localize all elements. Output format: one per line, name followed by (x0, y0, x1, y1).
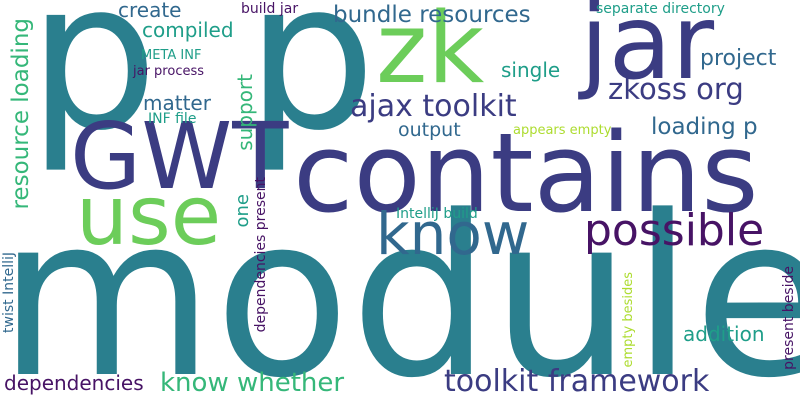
word-possible: possible (584, 205, 765, 256)
word-zk: zk (376, 0, 485, 106)
word-twist-intellij: twist IntelliJ (1, 252, 17, 333)
word-jar-process: jar process (133, 64, 205, 79)
word-support: support (233, 74, 257, 151)
word-meta-inf: META INF (141, 48, 202, 63)
word-dependencies: dependencies (4, 371, 144, 395)
word-zkoss-org: zkoss org (608, 72, 744, 106)
word-gwt: GWT (70, 103, 289, 210)
word-p-right: p (246, 0, 377, 176)
word-one: one (232, 194, 253, 228)
word-build-jar: build jar (241, 1, 299, 17)
word-empty-besides: empty besides (621, 272, 636, 368)
word-single: single (501, 58, 561, 82)
word-resource-loading: resource loading (8, 18, 34, 210)
word-compiled: compiled (142, 18, 234, 42)
word-ajax-toolkit: ajax toolkit (350, 89, 517, 124)
word-contains: contains (293, 109, 759, 237)
word-jar: jar (580, 0, 715, 103)
word-bundle-resources: bundle resources (333, 2, 531, 28)
word-know-whether: know whether (160, 368, 345, 398)
word-matter: matter (143, 91, 211, 115)
word-use: use (76, 169, 222, 264)
word-p-left: p (28, 0, 159, 176)
word-know: know (376, 200, 530, 268)
word-dependencies-present: dependencies present (253, 177, 269, 333)
word-intellij-build: IntelliJ build (396, 206, 478, 222)
word-loading-p: loading p (651, 114, 758, 140)
word-output: output (398, 119, 461, 141)
word-module: module (0, 169, 800, 400)
word-create: create (118, 0, 182, 22)
word-present-beside: present beside (781, 266, 797, 370)
word-separate-directory: separate directory (596, 1, 725, 17)
word-appears-empty: appears empty (513, 123, 612, 138)
word-inf-file: INF file (148, 111, 197, 127)
word-toolkit-framework: toolkit framework (444, 364, 710, 399)
word-addition: addition (683, 322, 765, 346)
word-project: project (700, 46, 777, 71)
